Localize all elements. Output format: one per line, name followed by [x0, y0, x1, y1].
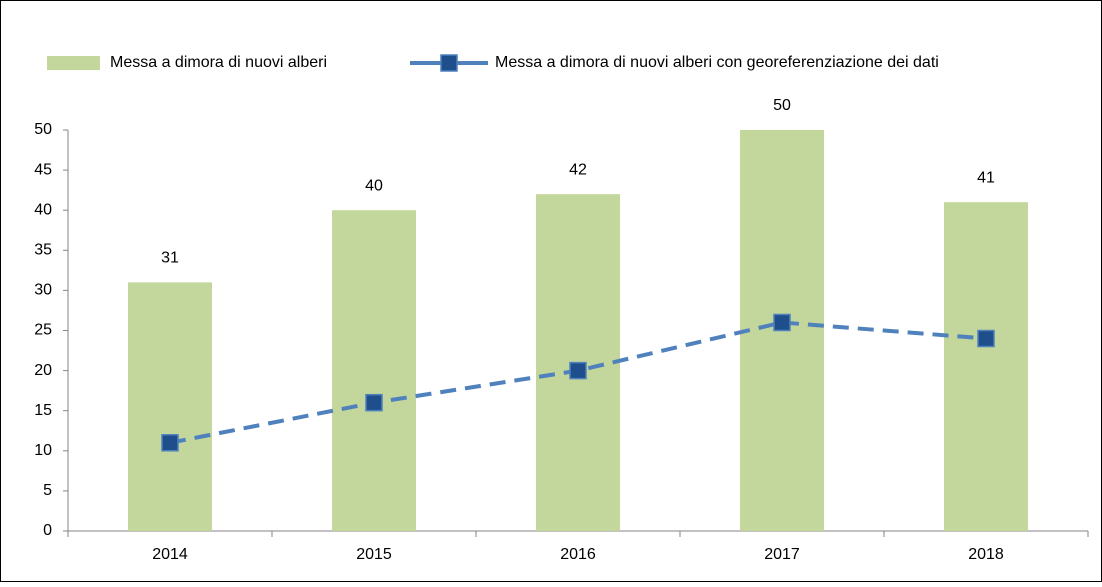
legend-label: Messa a dimora di nuovi alberi con geore… — [495, 54, 939, 71]
y-tick-label: 5 — [43, 482, 52, 499]
x-tick-label: 2015 — [356, 546, 392, 563]
y-tick-label: 20 — [34, 362, 52, 379]
x-tick-label: 2016 — [560, 546, 596, 563]
data-label: 50 — [773, 97, 791, 114]
y-tick-label: 35 — [34, 242, 52, 259]
y-tick-label: 45 — [34, 161, 52, 178]
x-tick-label: 2017 — [764, 546, 800, 563]
y-tick-label: 40 — [34, 201, 52, 218]
y-tick-label: 0 — [43, 522, 52, 539]
data-label: 40 — [365, 177, 383, 194]
data-label: 42 — [569, 161, 587, 178]
marker — [365, 393, 383, 412]
y-tick-label: 50 — [34, 121, 52, 138]
x-tick-label: 2014 — [152, 546, 188, 563]
legend-swatch — [47, 56, 100, 70]
y-tick-label: 25 — [34, 322, 52, 339]
bar — [128, 282, 212, 531]
bar — [944, 202, 1028, 531]
data-label: 31 — [161, 250, 179, 267]
x-tick-label: 2018 — [968, 546, 1004, 563]
legend-marker — [440, 54, 458, 72]
data-label: 41 — [977, 169, 995, 186]
y-tick-label: 10 — [34, 442, 52, 459]
y-tick-label: 15 — [34, 402, 52, 419]
y-tick-label: 30 — [34, 282, 52, 299]
marker — [773, 313, 791, 332]
marker — [569, 361, 587, 380]
legend-label: Messa a dimora di nuovi alberi — [110, 54, 327, 71]
marker — [977, 329, 995, 348]
marker — [161, 434, 179, 452]
bar — [332, 210, 416, 531]
